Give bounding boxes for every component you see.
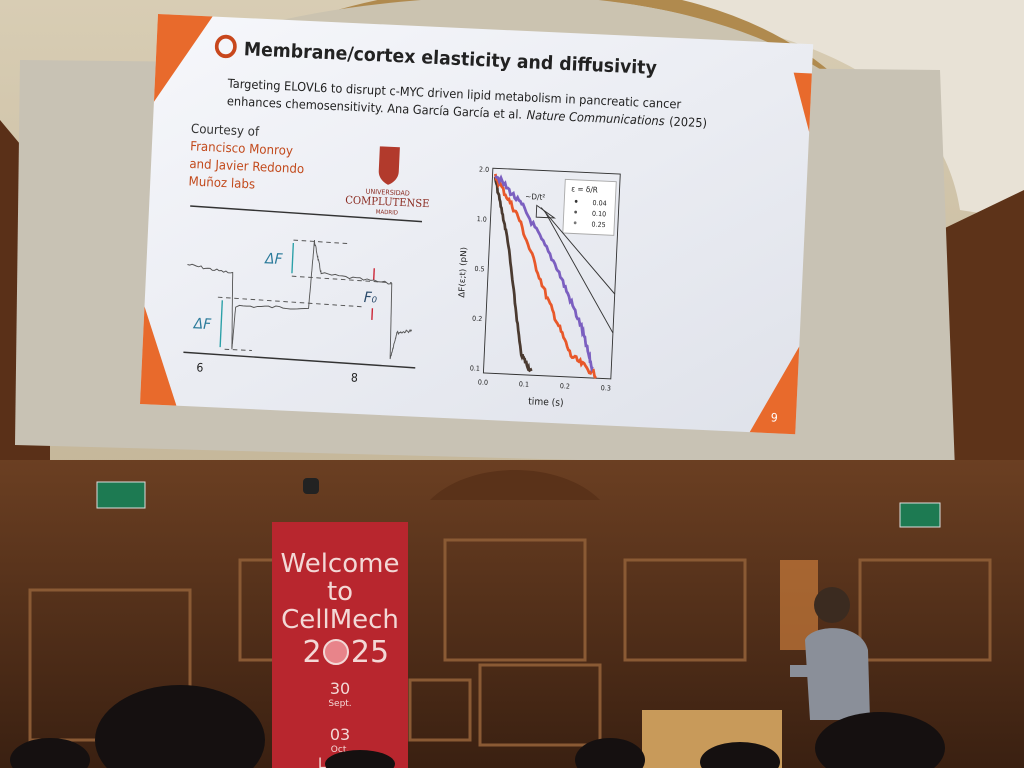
courtesy: Muñoz labs [188, 174, 255, 192]
decay-y-tick-label: 0.1 [470, 364, 481, 373]
banner-text: to [327, 577, 353, 607]
slide-number: 9 [770, 410, 778, 425]
slide-corner [749, 346, 800, 435]
trace [187, 239, 413, 360]
trace-arrows [219, 242, 375, 348]
cell-icon [323, 639, 349, 665]
legend-dot [574, 210, 578, 214]
banner-date: Oct. [331, 745, 349, 755]
legend [562, 178, 617, 236]
exit-sign [899, 502, 941, 528]
legend-entry: 0.25 [591, 220, 606, 229]
decay-y-tick-label: 2.0 [479, 165, 490, 174]
audience [10, 685, 945, 768]
reference-lines [540, 207, 616, 334]
decay-x-tick-label: 0.2 [560, 382, 571, 391]
year: (2025) [669, 114, 707, 130]
slide-background [139, 14, 814, 435]
pediment [430, 470, 600, 500]
slide-corner [793, 72, 812, 132]
logo-text: UNIVERSIDAD [366, 187, 410, 197]
slide: Membrane/cortex elasticity and diffusivi… [139, 14, 814, 435]
decay-y-tick-label: 0.5 [474, 265, 485, 274]
banner-text: CellMech [281, 605, 399, 635]
trace-axis [183, 351, 416, 369]
banner-text: Welcome [281, 549, 400, 579]
trace-label: ΔF [192, 316, 212, 333]
trace-tick-label: 8 [351, 370, 359, 385]
slide-corner [139, 306, 177, 406]
trace [494, 174, 594, 373]
university-crest [378, 146, 400, 185]
decay-x-tick-label: 0.0 [478, 378, 489, 387]
slide-logo [214, 34, 237, 59]
slide-corner [153, 14, 213, 102]
banner-year: 2 [302, 635, 321, 670]
banner-date: Sept. [328, 699, 351, 709]
speaker [790, 587, 870, 720]
legend-dot [574, 199, 578, 203]
exit-sign [96, 481, 146, 509]
trace-tick-label: 6 [196, 360, 204, 375]
courtesy: Courtesy of [191, 121, 260, 139]
banner-year: 25 [351, 635, 389, 670]
logo-text: COMPLUTENSE [345, 194, 430, 210]
legend-dot [573, 221, 577, 225]
trace-label: F₀ [363, 290, 377, 307]
legend-title: ε = δ/R [571, 184, 599, 195]
camera [303, 478, 319, 494]
legend-entry: 0.10 [592, 210, 607, 219]
courtesy: and Javier Redondo [189, 157, 305, 177]
logo-text: MADRID [376, 209, 399, 216]
banner-date: 30 [330, 679, 350, 698]
decay-axes [482, 167, 621, 380]
decay-x-tick-label: 0.1 [519, 380, 530, 389]
decay-y-tick-label: 1.0 [477, 215, 488, 224]
slope-label: ~D/t² [525, 192, 545, 202]
banner-date: 03 [330, 725, 350, 744]
slope-triangle [535, 204, 557, 219]
decay-x-tick-label: 0.3 [601, 384, 612, 393]
trace-label: ΔF [264, 251, 284, 268]
legend-entry: 0.04 [592, 199, 607, 208]
ceiling [0, 0, 1024, 220]
trace [493, 173, 597, 379]
trace-axis [190, 205, 423, 223]
journal: Nature Communications [526, 108, 665, 129]
decay-y-label: ΔF(ε;t) (pN) [457, 247, 469, 298]
trace [493, 176, 533, 373]
decay-y-tick-label: 0.2 [472, 314, 483, 323]
banner: Welcome to CellMech 2 25 30 Sept. 03 Oct… [272, 522, 408, 768]
decay-x-label: time (s) [528, 396, 564, 409]
courtesy: Francisco Monroy [190, 139, 293, 158]
